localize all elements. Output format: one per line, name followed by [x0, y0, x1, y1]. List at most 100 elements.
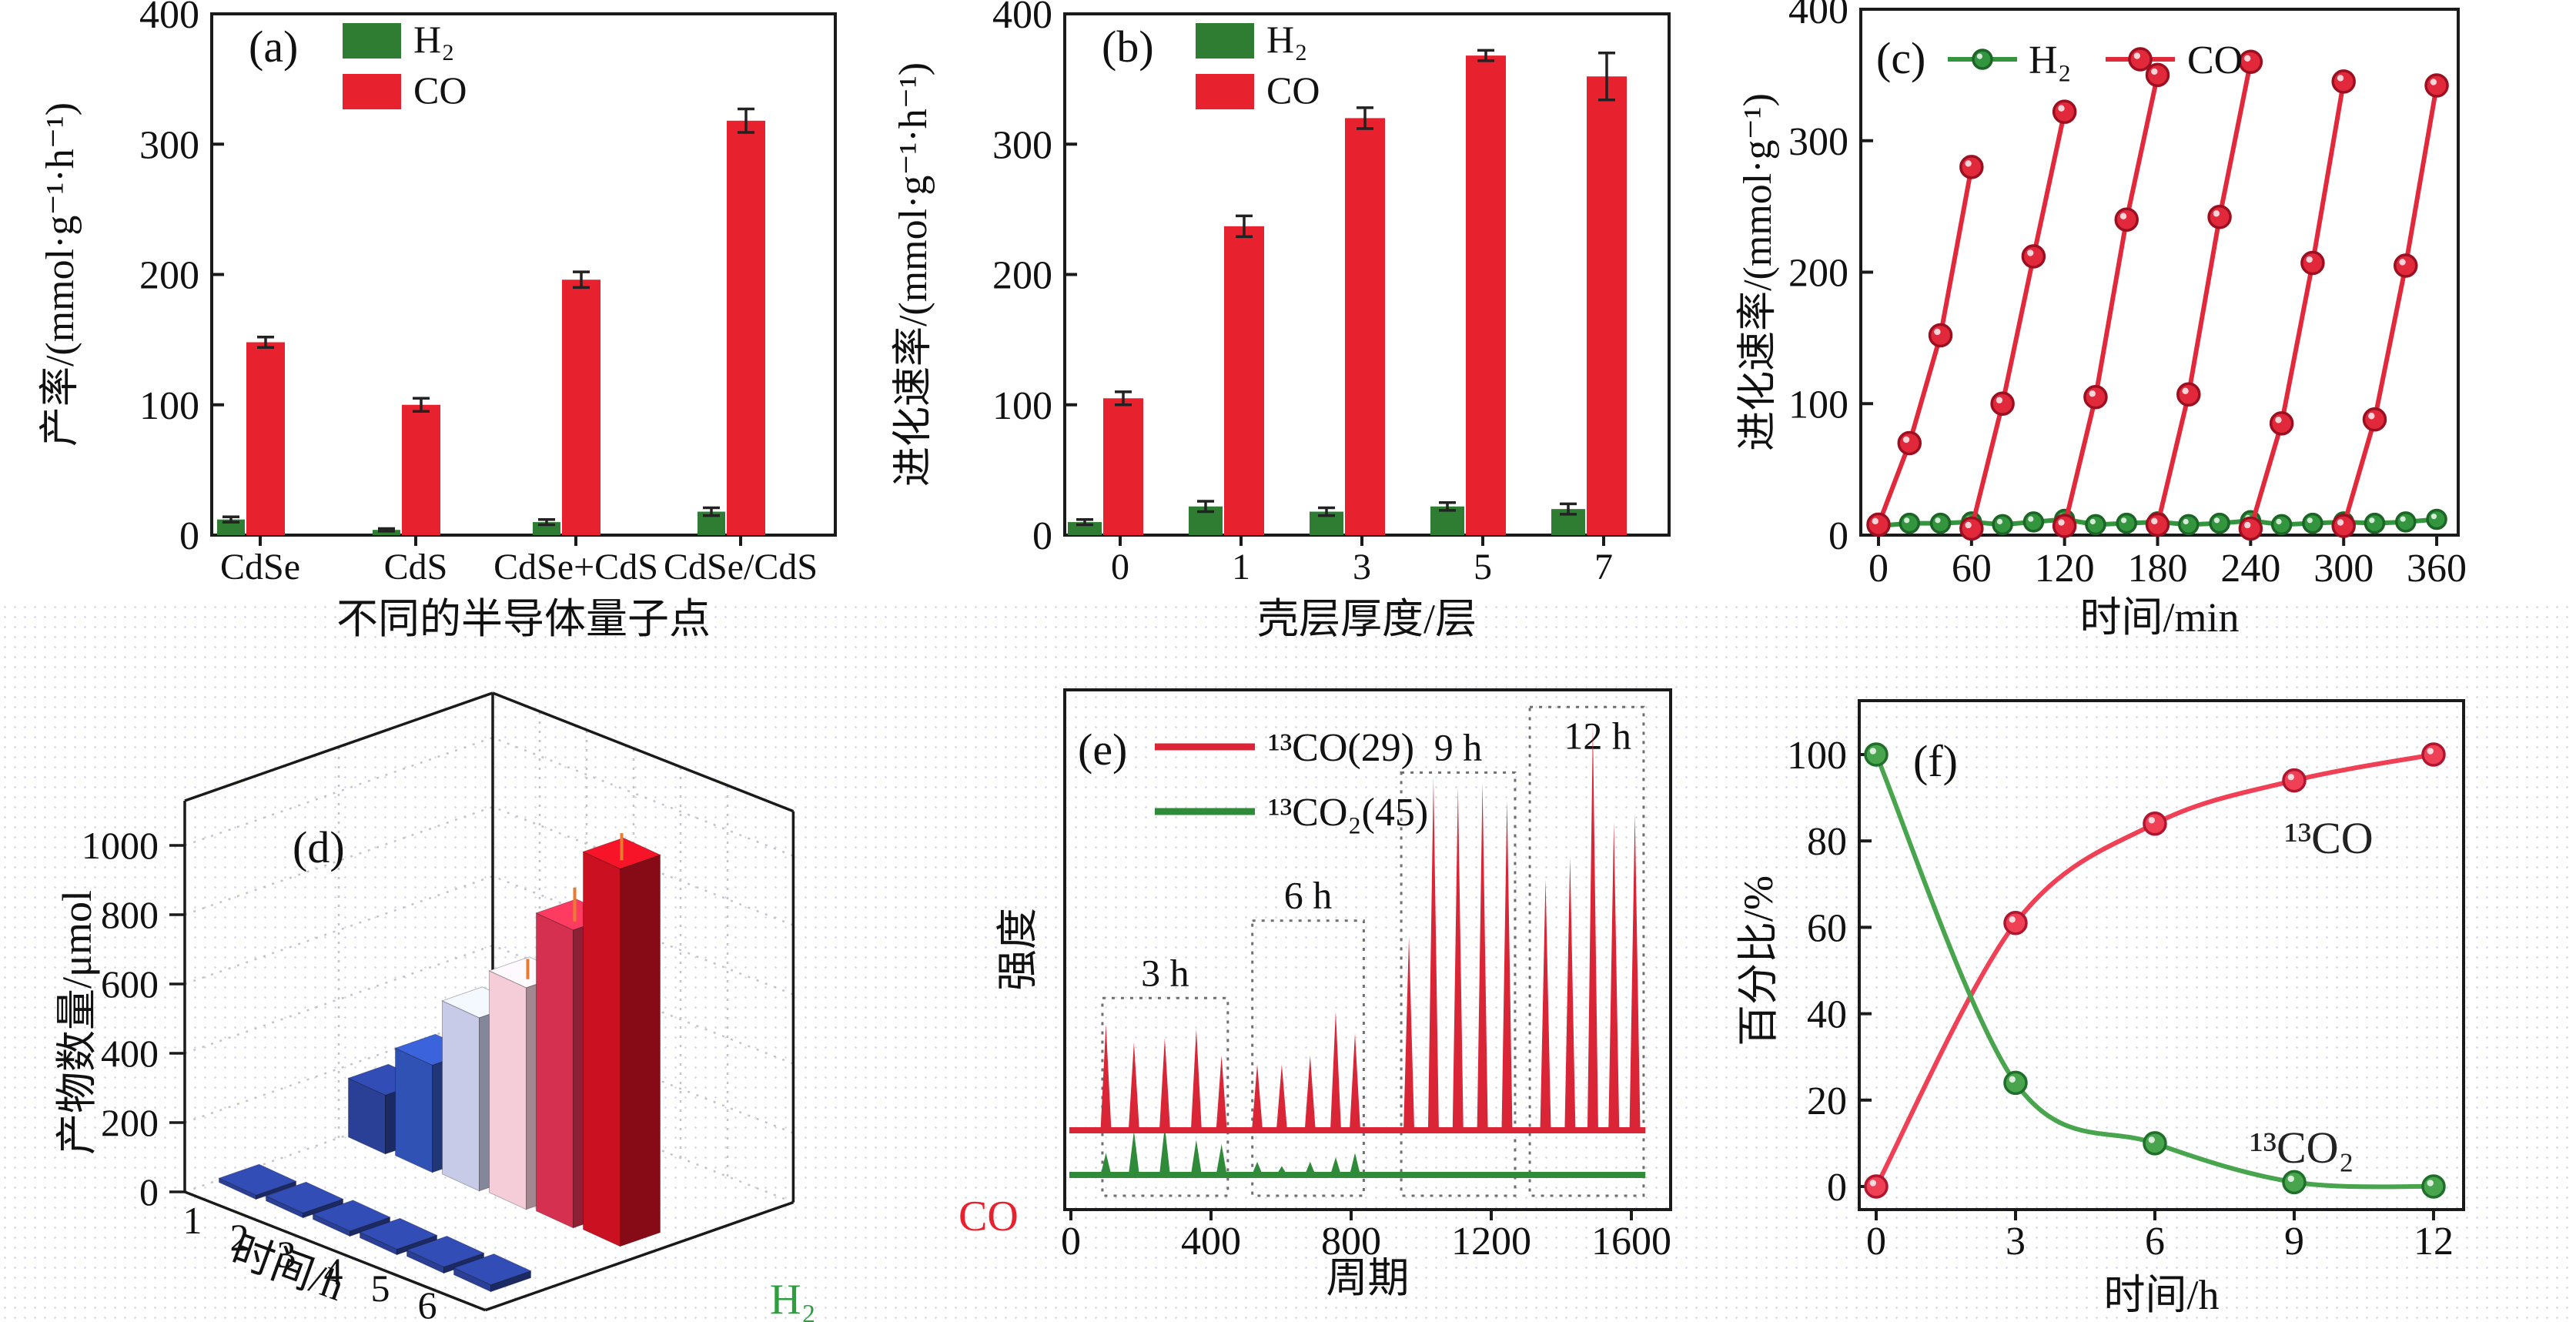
cycle-box	[1251, 919, 1365, 1197]
bar	[402, 404, 440, 535]
legend: (a) H₂ CO	[249, 18, 467, 112]
panel-c: 0 100 200 300 400 进化速率/(mmol·g⁻¹) 0 60 120 180 240…	[1736, 0, 2467, 641]
x-category-label: CdSe	[220, 547, 300, 587]
data-marker	[2178, 514, 2200, 536]
spike	[1564, 857, 1576, 1130]
x-axis: 0 1 3 5 7 壳层厚度/层	[1111, 535, 1613, 642]
y-tick-label: 0	[179, 514, 199, 558]
spike	[1629, 813, 1641, 1130]
data-marker	[1899, 512, 1921, 534]
data-marker	[2176, 382, 2201, 407]
data-marker	[2052, 514, 2077, 538]
box-frame	[183, 691, 795, 1312]
panel-tag: (d)	[293, 822, 345, 872]
y-tick-label: 0	[1032, 514, 1052, 558]
bar	[1587, 76, 1627, 536]
bar-3d	[620, 854, 661, 1247]
data-marker	[2114, 207, 2139, 232]
x-tick-label: 1200	[1451, 1220, 1531, 1263]
y-tick-label: 300	[139, 123, 199, 167]
cycle-box-label: 9 h	[1434, 725, 1483, 768]
data-marker	[2426, 508, 2447, 530]
data-marker	[2021, 244, 2046, 269]
spike	[1427, 778, 1439, 1130]
x-axis: CdSe CdS CdSe+CdS CdSe/CdS 不同的半导体量子点	[220, 535, 818, 642]
data-marker	[2085, 514, 2106, 536]
y-axis: 0 20 40 60 80 100 百分比/%	[1735, 734, 1872, 1210]
spike	[1330, 1157, 1341, 1175]
x-category-label: CdSe/CdS	[664, 547, 818, 587]
data-marker	[2145, 512, 2170, 537]
bar-3d	[359, 1217, 438, 1250]
x-axis-title: 不同的半导体量子点	[336, 596, 711, 642]
x-tick-label: 12	[2414, 1220, 2454, 1263]
data-marker	[2421, 1174, 2446, 1199]
x-category-label: 5	[1474, 547, 1492, 587]
x-category-label: 7	[1594, 547, 1613, 587]
x-tick-label: 60	[1952, 547, 1992, 591]
y-tick-label: 20	[1807, 1079, 1847, 1123]
series-co	[1866, 49, 2449, 541]
data-marker	[2394, 253, 2418, 278]
time-tick-label: 4	[324, 1250, 343, 1293]
time-axis: 1 2 3 4 5 6时间/h	[183, 1199, 437, 1322]
y-tick-label: 200	[992, 254, 1052, 298]
legend-label: CO	[413, 69, 467, 112]
bar	[1224, 226, 1264, 535]
spike	[1477, 782, 1488, 1130]
data-marker	[2003, 911, 2028, 935]
legend-label: H₂	[1266, 18, 1308, 61]
series-h2	[217, 506, 725, 535]
bar-3d	[442, 1000, 480, 1192]
data-marker	[2143, 812, 2167, 836]
x-axis-title: 周期	[1326, 1255, 1410, 1301]
y-tick-label: 0	[1827, 1166, 1847, 1210]
y-axis-title: 进化速率/(mmol·g⁻¹)	[1736, 93, 1780, 451]
legend: (c) H₂ CO	[1876, 33, 2243, 83]
data-marker	[2143, 1131, 2167, 1156]
data-marker	[2395, 511, 2417, 533]
z-tick-label: 200	[101, 1101, 159, 1144]
x-tick-label: 0	[1061, 1220, 1081, 1263]
series-co	[1103, 49, 1627, 536]
y-axis-title: 强度	[995, 908, 1041, 991]
legend-swatch	[1196, 74, 1254, 109]
series-label-co: CO	[958, 1193, 1019, 1240]
y-axis: 0 100 200 300 400 产率/(mmol·g⁻¹·h⁻¹)	[38, 0, 224, 558]
x-tick-label: 240	[2220, 547, 2280, 591]
legend-label: H₂	[413, 18, 455, 61]
y-tick-label: 300	[992, 123, 1052, 167]
x-tick-label: 6	[2145, 1220, 2165, 1263]
spike	[1452, 786, 1464, 1130]
x-category-label: CdSe+CdS	[493, 547, 658, 587]
x-axis: 0 3 6 9 12 时间/h	[1866, 1210, 2454, 1318]
halftone-texture	[0, 602, 2576, 1322]
x-tick-label: 800	[1321, 1220, 1381, 1263]
cycle-box	[1528, 705, 1645, 1197]
series-h2	[218, 1163, 532, 1293]
bar-3d	[265, 1181, 344, 1213]
z-tick-label: 0	[139, 1170, 159, 1213]
spike	[1330, 1011, 1341, 1130]
bar	[246, 342, 285, 535]
cycle-box-label: 3 h	[1141, 951, 1189, 994]
legend-label: ¹³CO₂(45)	[1268, 791, 1428, 835]
panel-tag: (b)	[1102, 22, 1154, 72]
data-marker	[1929, 512, 1952, 534]
bar	[1345, 118, 1385, 535]
y-tick-label: 80	[1807, 820, 1847, 864]
z-axis-title: 产物数量/μmol	[54, 890, 100, 1155]
spike	[1100, 1024, 1112, 1130]
data-marker	[2083, 384, 2108, 410]
bar	[1466, 55, 1506, 535]
data-marker	[2424, 73, 2449, 98]
y-tick-label: 40	[1807, 993, 1847, 1037]
z-tick-label: 1000	[82, 824, 159, 867]
y-axis-title: 百分比/%	[1735, 875, 1781, 1046]
data-marker	[2421, 742, 2446, 767]
spike	[1159, 1037, 1170, 1130]
spike	[1403, 936, 1415, 1130]
